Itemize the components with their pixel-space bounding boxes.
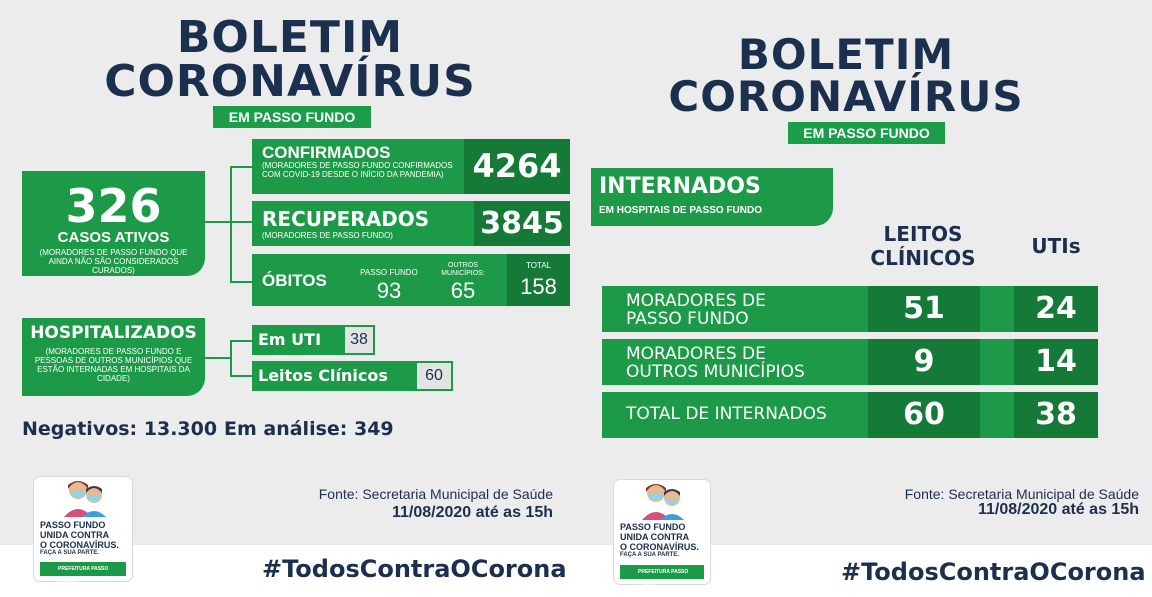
row-utis-value: 14 — [1014, 339, 1098, 385]
deaths-pf-label: PASSO FUNDO — [360, 268, 418, 277]
logo-line4: FAÇA A SUA PARTE. — [620, 552, 680, 558]
deaths-total-label: TOTAL — [525, 261, 552, 270]
right-bulletin: BOLETIM CORONAVÍRUS EM PASSO FUNDO INTER… — [576, 0, 1152, 597]
col-beds-line2: CLÍNICOS — [870, 246, 976, 270]
uti-box: Em UTI — [252, 325, 343, 355]
logo-line1: PASSO FUNDO — [40, 520, 106, 530]
clinical-box: Leitos Clínicos — [252, 361, 415, 391]
deaths-total-value: 158 — [520, 274, 557, 299]
row-utis-value: 24 — [1014, 286, 1098, 332]
col-beds-line1: LEITOS — [883, 222, 963, 246]
title-line2: CORONAVÍRUS — [668, 72, 1024, 121]
left-bulletin: BOLETIM CORONAVÍRUS EM PASSO FUNDO 326 C… — [0, 12, 576, 597]
active-cases-value: 326 — [65, 179, 162, 233]
prefeitura-badge: PREFEITURA PASSO FUNDO — [40, 562, 126, 586]
uti-value: 38 — [343, 325, 375, 355]
confirmed-note: (MORADORES DE PASSO FUNDO CONFIRMADOS CO… — [262, 161, 453, 179]
row-label-line2: OUTROS MUNICÍPIOS — [626, 362, 805, 382]
masked-people-icon — [64, 481, 106, 517]
row-beds-value: 51 — [868, 286, 980, 332]
clinical-value: 60 — [415, 361, 453, 391]
campaign-logo: PASSO FUNDO UNIDA CONTRA O CORONAVÍRUS. … — [34, 477, 132, 586]
connector-stem — [205, 221, 230, 223]
recovered-note: (MORADORES DE PASSO FUNDO) — [262, 231, 393, 240]
logo-line1: PASSO FUNDO — [620, 522, 686, 532]
row-beds-value: 9 — [868, 339, 980, 385]
confirmed-box: CONFIRMADOS (MORADORES DE PASSO FUNDO CO… — [252, 139, 570, 194]
logo-line2: UNIDA CONTRA — [620, 532, 690, 542]
col-utis-header: UTIs — [1031, 234, 1081, 258]
hospitalized-note: (MORADORES DE PASSO FUNDO E PESSOAS DE O… — [34, 347, 193, 383]
subtitle-tag: EM PASSO FUNDO — [788, 122, 945, 144]
deaths-other-value: 65 — [450, 278, 476, 303]
table-row-total: TOTAL DE INTERNADOS 60 38 — [602, 392, 1098, 438]
deaths-pf-value: 93 — [376, 278, 402, 303]
masked-people-icon — [642, 484, 684, 520]
row-label-line2: PASSO FUNDO — [626, 309, 749, 329]
recovered-box: RECUPERADOS (MORADORES DE PASSO FUNDO) 3… — [252, 201, 570, 246]
connector-bracket — [230, 166, 252, 283]
logo-line3: O CORONAVÍRUS. — [620, 542, 699, 552]
source-date: 11/08/2020 até as 15h — [977, 501, 1139, 518]
logo-line4: FAÇA A SUA PARTE. — [40, 550, 100, 556]
source-date: 11/08/2020 até as 15h — [391, 504, 553, 521]
confirmed-value: 4264 — [464, 139, 570, 194]
row-label-line1: MORADORES DE — [626, 344, 766, 364]
confirmed-label: CONFIRMADOS — [262, 143, 391, 162]
hosp-connector-bracket — [230, 340, 252, 377]
active-cases-label: CASOS ATIVOS — [57, 229, 170, 246]
clinical-label: Leitos Clínicos — [258, 366, 388, 385]
title-line1: BOLETIM — [737, 30, 955, 79]
source-text: Fonte: Secretaria Municipal de Saúde — [318, 486, 553, 502]
row-label-line1: MORADORES DE — [626, 291, 766, 311]
row-beds-value: 60 — [868, 392, 980, 438]
title-line1: BOLETIM — [176, 12, 404, 63]
table-row: MORADORES DE OUTROS MUNICÍPIOS 9 14 — [602, 339, 1098, 385]
hashtag: #TodosContraOCorona — [262, 555, 567, 583]
hashtag: #TodosContraOCorona — [841, 558, 1146, 586]
prefeitura-badge: PREFEITURA PASSO FUNDO — [620, 565, 704, 589]
hospitalized-label: HOSPITALIZADOS — [30, 323, 197, 343]
source-text: Fonte: Secretaria Municipal de Saúde — [904, 486, 1139, 502]
logo-line2: UNIDA CONTRA — [40, 530, 110, 540]
analysis-text: Em análise: 349 — [224, 418, 394, 440]
deaths-box: ÓBITOS PASSO FUNDO 93 OUTROS MUNICÍPIOS:… — [252, 254, 570, 306]
deaths-total-cell: TOTAL 158 — [507, 254, 570, 306]
uti-label: Em UTI — [258, 330, 322, 349]
connector-mid — [230, 221, 252, 223]
recovered-label: RECUPERADOS — [262, 207, 430, 231]
deaths-other-label: OUTROS MUNICÍPIOS: — [441, 262, 485, 277]
table-row: MORADORES DE PASSO FUNDO 51 24 — [602, 286, 1098, 332]
active-cases-box: 326 CASOS ATIVOS (MORADORES DE PASSO FUN… — [22, 171, 205, 276]
hosp-connector-stem — [205, 357, 230, 359]
interned-box: INTERNADOS EM HOSPITAIS DE PASSO FUNDO — [591, 168, 833, 226]
logo-line3: O CORONAVÍRUS. — [40, 540, 119, 550]
negatives-text: Negativos: 13.300 — [22, 418, 218, 440]
deaths-label: ÓBITOS — [262, 271, 327, 290]
recovered-value: 3845 — [474, 201, 570, 246]
active-cases-note: (MORADORES DE PASSO FUNDO QUE AINDA NÃO … — [39, 248, 188, 275]
row-label-line1: TOTAL DE INTERNADOS — [626, 404, 827, 424]
col-beds-header: LEITOS CLÍNICOS — [868, 222, 978, 270]
interned-note: EM HOSPITAIS DE PASSO FUNDO — [599, 205, 762, 216]
campaign-logo: PASSO FUNDO UNIDA CONTRA O CORONAVÍRUS. … — [614, 480, 710, 589]
interned-label: INTERNADOS — [599, 174, 761, 199]
title-line2: CORONAVÍRUS — [104, 56, 476, 107]
hospitalized-box: HOSPITALIZADOS (MORADORES DE PASSO FUNDO… — [22, 318, 205, 396]
row-utis-value: 38 — [1014, 392, 1098, 438]
subtitle-tag: EM PASSO FUNDO — [213, 106, 371, 128]
